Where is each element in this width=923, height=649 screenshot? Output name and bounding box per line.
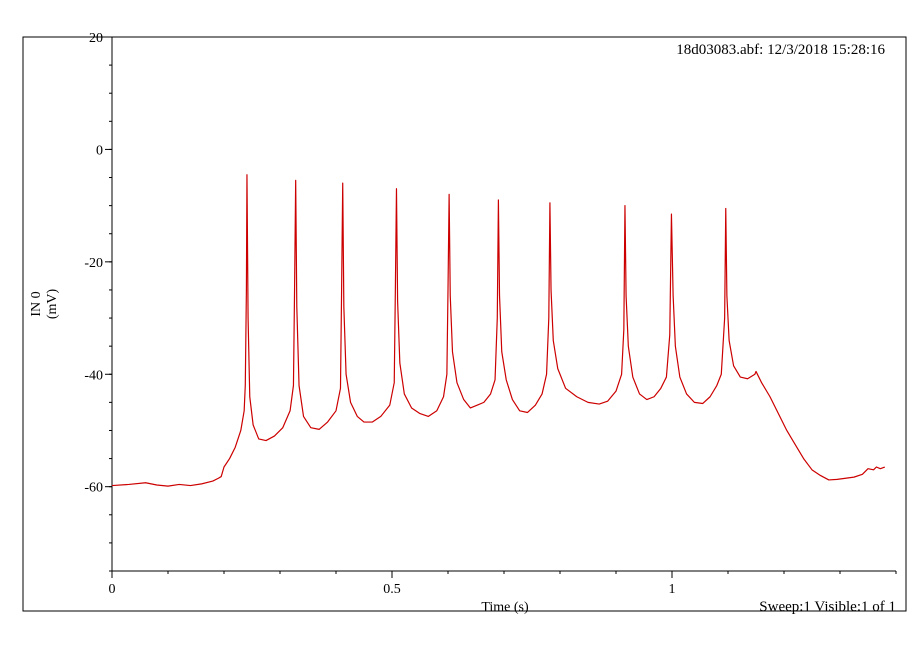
x-ticks: 0 0.5 1 bbox=[109, 571, 897, 597]
y-axis-unit: (mV) bbox=[45, 289, 60, 320]
file-info-label: 18d03083.abf: 12/3/2018 15:28:16 bbox=[676, 42, 885, 58]
y-tick-label: -60 bbox=[84, 481, 103, 496]
chart-frame bbox=[22, 36, 907, 612]
sweep-info-label: Sweep:1 Visible:1 of 1 bbox=[759, 599, 896, 615]
y-ticks: 20 0 -20 -40 -60 bbox=[84, 31, 112, 572]
y-axis-title: IN 0 bbox=[29, 291, 44, 316]
x-axis-title: Time (s) bbox=[481, 600, 529, 615]
x-tick-label: 0.5 bbox=[383, 582, 401, 597]
y-tick-label: -20 bbox=[84, 256, 103, 271]
x-tick-label: 1 bbox=[669, 582, 676, 597]
voltage-trace bbox=[111, 174, 886, 487]
y-tick-label: -40 bbox=[84, 368, 103, 383]
x-tick-label: 0 bbox=[109, 582, 116, 597]
y-tick-label: 0 bbox=[96, 143, 103, 158]
y-tick-label: 20 bbox=[89, 31, 103, 46]
